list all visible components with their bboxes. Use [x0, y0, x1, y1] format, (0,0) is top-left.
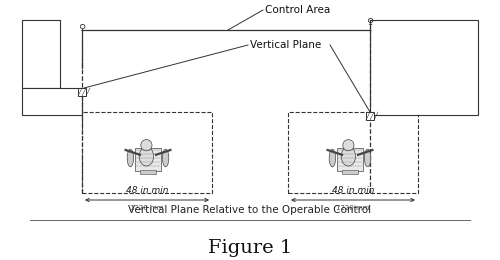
Bar: [288, 112, 418, 193]
Ellipse shape: [127, 149, 134, 167]
Ellipse shape: [162, 149, 169, 167]
Ellipse shape: [139, 147, 154, 166]
FancyBboxPatch shape: [135, 148, 161, 171]
Text: Vertical Plane: Vertical Plane: [250, 40, 321, 50]
Text: Figure 1: Figure 1: [208, 239, 292, 257]
Bar: [140, 170, 156, 174]
Text: 1220 mm: 1220 mm: [130, 205, 164, 211]
Text: 48 in min: 48 in min: [126, 186, 168, 195]
Circle shape: [141, 140, 152, 151]
Bar: [366, 112, 374, 120]
FancyBboxPatch shape: [337, 148, 363, 171]
Ellipse shape: [341, 147, 355, 166]
Text: 48 in min: 48 in min: [332, 186, 374, 195]
Text: ♀: ♀: [366, 17, 374, 27]
Text: Control Area: Control Area: [265, 5, 330, 15]
Bar: [342, 170, 358, 174]
Bar: [22, 20, 60, 88]
Bar: [370, 20, 478, 115]
Bar: [82, 112, 212, 193]
Text: ♀: ♀: [78, 23, 86, 33]
Bar: [78, 88, 86, 96]
Text: Vertical Plane Relative to the Operable Control: Vertical Plane Relative to the Operable …: [128, 205, 372, 215]
Ellipse shape: [329, 149, 336, 167]
Circle shape: [343, 140, 354, 151]
Ellipse shape: [364, 149, 371, 167]
Bar: [22, 88, 82, 115]
Text: 1220 mm: 1220 mm: [336, 205, 370, 211]
